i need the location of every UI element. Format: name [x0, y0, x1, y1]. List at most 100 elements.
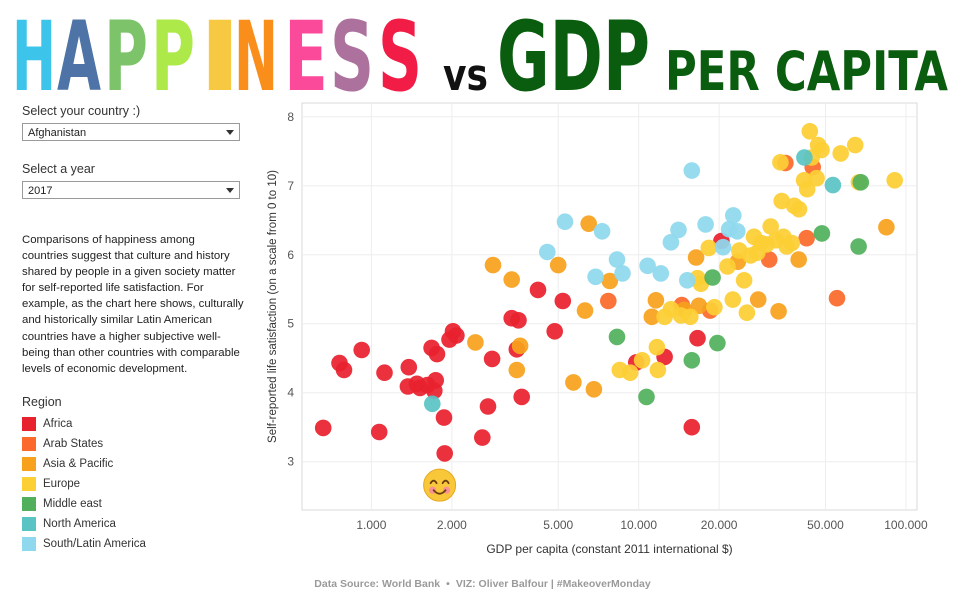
data-point[interactable]: [484, 256, 502, 274]
data-point[interactable]: [376, 364, 393, 382]
data-point[interactable]: [724, 291, 742, 308]
data-point[interactable]: [539, 243, 556, 261]
data-point[interactable]: [813, 141, 830, 159]
data-point[interactable]: [587, 268, 604, 286]
data-point[interactable]: [683, 418, 701, 436]
data-point[interactable]: [479, 398, 497, 415]
data-point[interactable]: [529, 281, 547, 299]
data-point[interactable]: [400, 358, 418, 376]
data-point[interactable]: [700, 239, 718, 257]
data-point[interactable]: [370, 423, 388, 441]
data-point[interactable]: [614, 265, 631, 282]
data-point[interactable]: [697, 216, 714, 233]
legend-item[interactable]: Asia & Pacific: [22, 454, 252, 474]
data-point[interactable]: [828, 289, 846, 307]
data-point[interactable]: [580, 215, 597, 232]
data-point[interactable]: [503, 271, 520, 288]
data-point[interactable]: [554, 292, 572, 310]
data-point[interactable]: [428, 345, 446, 363]
data-point[interactable]: [783, 234, 801, 252]
data-point[interactable]: [773, 192, 790, 210]
data-point[interactable]: [576, 302, 594, 319]
legend-item[interactable]: South/Latin America: [22, 534, 252, 554]
legend-item[interactable]: Arab States: [22, 434, 252, 454]
data-point[interactable]: [549, 256, 567, 274]
data-point[interactable]: [886, 172, 903, 189]
legend-item[interactable]: North America: [22, 514, 252, 534]
year-dropdown[interactable]: 2017: [22, 181, 240, 199]
data-point[interactable]: [546, 323, 563, 340]
data-point[interactable]: [647, 292, 665, 309]
legend-item[interactable]: Middle east: [22, 494, 252, 514]
data-point[interactable]: [435, 409, 453, 426]
data-point[interactable]: [474, 429, 491, 446]
data-point[interactable]: [790, 251, 807, 268]
data-point[interactable]: [790, 200, 808, 218]
legend-item[interactable]: Europe: [22, 474, 252, 494]
data-point[interactable]: [639, 257, 656, 275]
data-point[interactable]: [424, 395, 441, 413]
data-point[interactable]: [762, 218, 779, 235]
data-point[interactable]: [683, 162, 701, 179]
smiley-face-icon[interactable]: [423, 468, 457, 502]
data-point[interactable]: [679, 272, 696, 289]
legend-item[interactable]: Africa: [22, 414, 252, 434]
data-point[interactable]: [808, 169, 825, 187]
data-point[interactable]: [565, 374, 582, 391]
data-point[interactable]: [633, 352, 651, 369]
data-point[interactable]: [714, 238, 732, 256]
data-point[interactable]: [832, 145, 849, 162]
data-point[interactable]: [508, 361, 526, 379]
data-point[interactable]: [704, 269, 721, 286]
data-point[interactable]: [682, 308, 699, 326]
data-point[interactable]: [652, 265, 670, 282]
data-point[interactable]: [850, 238, 867, 255]
data-point[interactable]: [801, 123, 819, 140]
chevron-down-icon[interactable]: [226, 188, 234, 193]
data-point[interactable]: [448, 327, 465, 344]
chevron-down-icon[interactable]: [226, 130, 234, 135]
data-point[interactable]: [608, 328, 626, 346]
data-point[interactable]: [846, 136, 864, 154]
data-point[interactable]: [601, 272, 619, 290]
data-point[interactable]: [770, 303, 787, 320]
data-point[interactable]: [725, 207, 742, 224]
data-point[interactable]: [649, 361, 667, 379]
data-point[interactable]: [738, 304, 756, 321]
data-point[interactable]: [314, 419, 332, 437]
data-point[interactable]: [683, 352, 701, 369]
data-point[interactable]: [689, 329, 706, 347]
data-point[interactable]: [729, 223, 746, 240]
data-point[interactable]: [436, 445, 453, 462]
data-point[interactable]: [638, 388, 655, 406]
data-point[interactable]: [852, 174, 870, 191]
data-point[interactable]: [706, 298, 723, 316]
data-point[interactable]: [510, 312, 527, 329]
data-point[interactable]: [643, 308, 661, 326]
data-point[interactable]: [798, 180, 816, 198]
data-point[interactable]: [467, 334, 484, 351]
data-point[interactable]: [772, 154, 789, 171]
data-point[interactable]: [878, 218, 895, 236]
data-point[interactable]: [483, 350, 501, 368]
data-point[interactable]: [735, 272, 753, 289]
data-point[interactable]: [511, 337, 529, 355]
data-point[interactable]: [621, 364, 639, 382]
data-point[interactable]: [824, 176, 842, 194]
data-point[interactable]: [648, 338, 666, 356]
data-point[interactable]: [427, 372, 444, 389]
data-point[interactable]: [513, 388, 530, 406]
data-point[interactable]: [796, 149, 813, 166]
data-point[interactable]: [608, 251, 626, 268]
data-point[interactable]: [662, 234, 680, 251]
data-point[interactable]: [749, 291, 767, 308]
data-point[interactable]: [585, 381, 603, 398]
data-point[interactable]: [335, 361, 353, 379]
data-point[interactable]: [813, 225, 831, 242]
data-point[interactable]: [687, 249, 705, 266]
country-dropdown[interactable]: Afghanistan: [22, 123, 240, 141]
data-point[interactable]: [353, 341, 370, 359]
data-point[interactable]: [719, 258, 736, 275]
data-point[interactable]: [709, 334, 726, 352]
data-point[interactable]: [670, 221, 687, 239]
